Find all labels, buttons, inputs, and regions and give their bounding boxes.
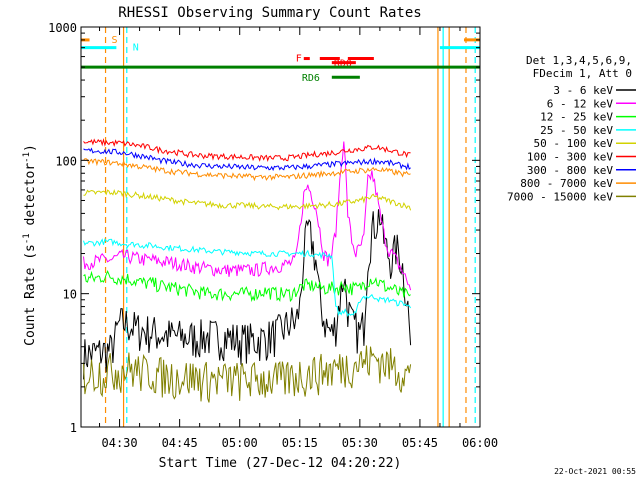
- flag-label-5: RD6: [302, 73, 320, 84]
- plot-frame: [80, 26, 481, 428]
- x-tick-label-3: 05:15: [282, 436, 318, 450]
- series-line-7: [83, 158, 411, 182]
- axes: 1 10 100 1000 04:30 04:45 05:00 05:15 05:30 05:45…: [48, 21, 498, 450]
- legend-label-8: 7000 - 15000 keV: [507, 190, 613, 203]
- legend-label-1: 6 - 12 keV: [547, 97, 614, 110]
- series-group: [83, 138, 412, 403]
- series-line-0: [83, 209, 412, 380]
- legend-label-2: 12 - 25 keV: [540, 111, 613, 124]
- series-line-2: [83, 270, 411, 303]
- y-tick-label-1: 10: [63, 288, 77, 302]
- flag-label-1: N: [133, 43, 139, 54]
- series-line-8: [83, 345, 412, 403]
- flag-label-0: S: [112, 35, 118, 46]
- x-tick-label-4: 05:30: [342, 436, 378, 450]
- y-tick-label-3: 1000: [48, 21, 77, 35]
- legend-label-5: 100 - 300 keV: [527, 151, 613, 164]
- y-tick-label-2: 100: [55, 154, 77, 168]
- series-line-1: [83, 141, 412, 291]
- legend-label-3: 25 - 50 keV: [540, 124, 613, 137]
- legend-label-4: 50 - 100 keV: [534, 137, 614, 150]
- chart-title: RHESSI Observing Summary Count Rates: [118, 5, 421, 21]
- legend-header-line-1: Det 1,3,4,5,6,9,: [526, 54, 632, 67]
- y-axis-label: Count Rate (s-1 detector-1): [22, 144, 38, 346]
- series-line-3: [83, 238, 412, 317]
- series-line-6: [83, 147, 411, 172]
- flag-label-3: RD0: [334, 59, 352, 70]
- x-tick-label-1: 04:45: [162, 436, 198, 450]
- x-tick-label-2: 05:00: [222, 436, 258, 450]
- x-tick-label-0: 04:30: [102, 436, 138, 450]
- series-line-5: [83, 138, 411, 163]
- x-tick-label-6: 06:00: [462, 436, 498, 450]
- plot-area: [104, 27, 476, 427]
- legend-label-6: 300 - 800 keV: [527, 164, 613, 177]
- y-tick-label-0: 1: [70, 421, 77, 435]
- series-line-4: [83, 188, 412, 211]
- flag-label-2: F: [296, 54, 302, 65]
- legend-header-line-2: FDecim 1, Att 0: [533, 67, 632, 80]
- legend-label-7: 800 - 7000 keV: [520, 177, 613, 190]
- x-tick-label-5: 05:45: [402, 436, 438, 450]
- x-axis-label: Start Time (27-Dec-12 04:20:22): [159, 456, 402, 471]
- footer-date: 22-Oct-2021 00:55: [554, 467, 636, 476]
- legend-label-0: 3 - 6 keV: [553, 84, 613, 97]
- flag-lines: S N F RD0 RD6: [81, 35, 480, 84]
